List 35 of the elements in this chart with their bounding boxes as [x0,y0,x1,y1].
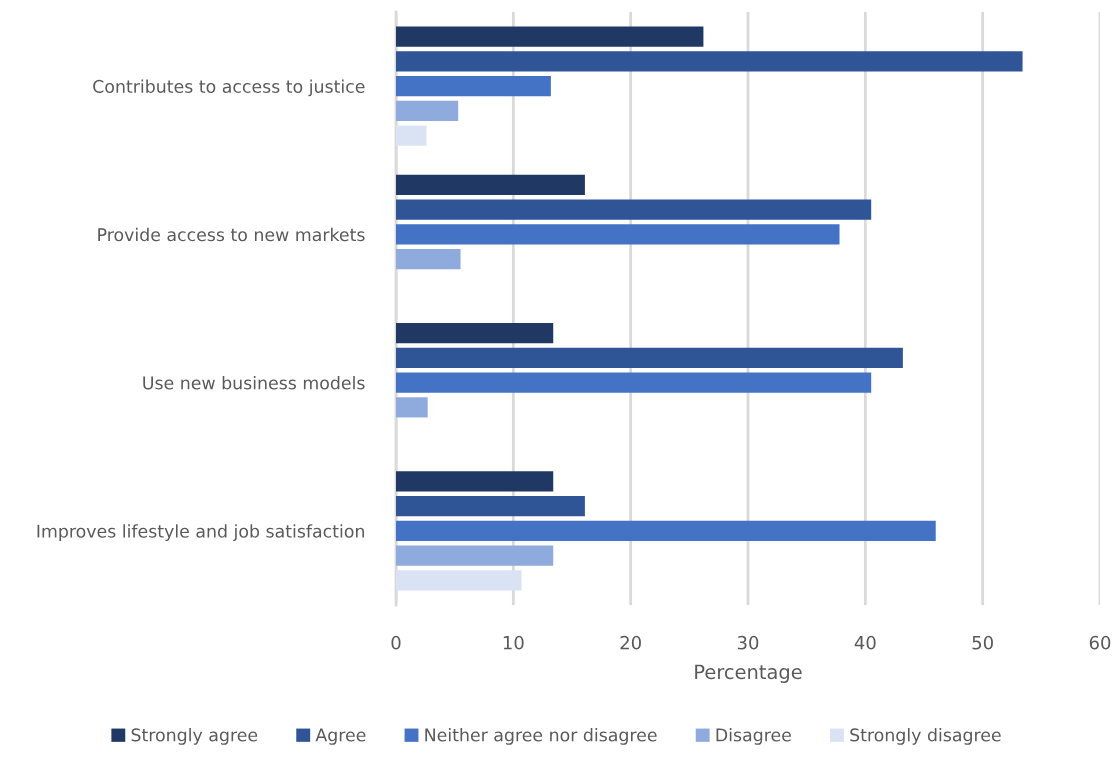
x-tick-label: 40 [854,635,876,650]
x-tick-label: 50 [972,635,993,650]
bar [396,323,554,344]
bar [396,347,903,368]
y-tick-label: Contributes to access to justice [93,79,365,97]
bar [396,26,704,47]
bar [396,125,427,146]
bar [396,372,872,393]
legend-label: Agree [315,728,366,745]
bar [396,249,461,270]
legend-label: Strongly disagree [850,728,1001,745]
bar [396,397,428,418]
y-tick-label: Use new business models [143,376,365,390]
bar [396,76,551,97]
bar [396,545,554,566]
y-tick-label: Provide access to new markets [98,227,365,242]
bar [396,51,1023,72]
bar [396,100,459,121]
legend-label: Neither agree nor disagree [425,728,657,745]
x-tick-label: 60 [1089,635,1111,650]
bar [396,570,522,591]
bar [396,174,585,195]
y-tick-label: Improves lifestyle and job satisfaction [37,524,364,542]
x-tick-label: 20 [620,635,641,650]
bar [396,199,872,220]
legend-label: Disagree [716,728,791,745]
x-tick-label: 30 [737,635,759,650]
bar [396,496,585,517]
bar [396,520,936,541]
bar [396,224,840,245]
legend-label: Strongly agree [131,728,258,745]
x-axis-title: Percentage [695,664,802,683]
bar [396,471,554,492]
x-tick-label: 10 [503,635,524,650]
x-tick-label: 0 [391,635,401,650]
